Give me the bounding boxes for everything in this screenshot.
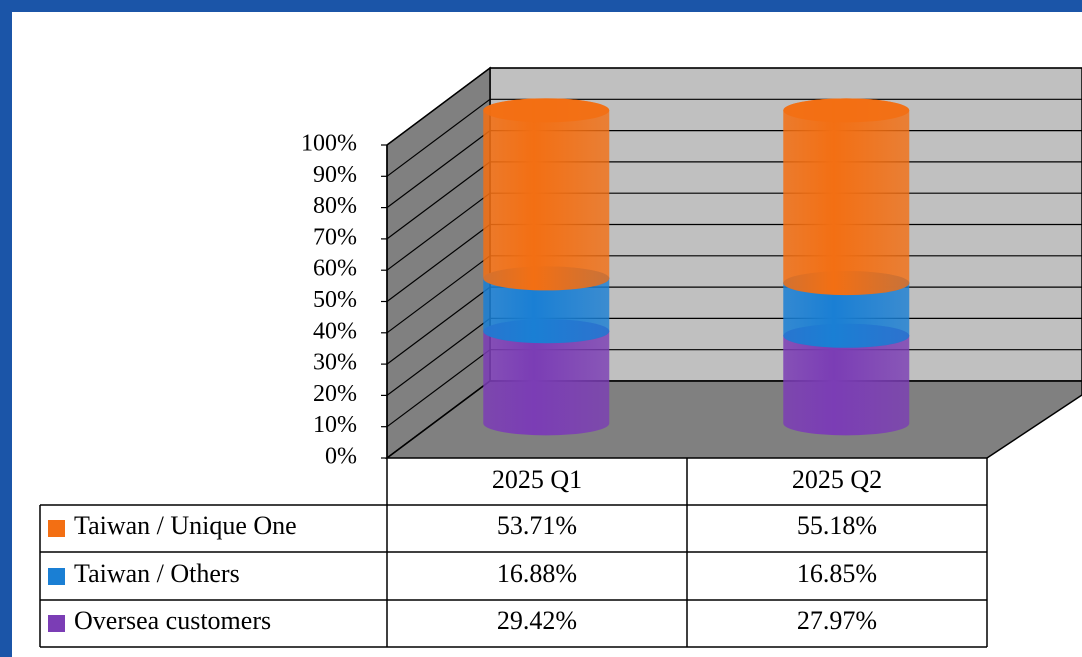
grid-line bbox=[386, 286, 491, 365]
y-tick-label: 70% bbox=[313, 224, 357, 250]
table-value: 16.85% bbox=[797, 559, 877, 588]
legend-swatch bbox=[48, 615, 65, 632]
table-value: 16.88% bbox=[497, 559, 577, 588]
grid-line bbox=[386, 130, 491, 209]
grid-line bbox=[386, 255, 491, 334]
x-tick-label: 2025 Q2 bbox=[792, 465, 882, 494]
data-table-grid bbox=[39, 458, 988, 648]
table-value: 29.42% bbox=[497, 606, 577, 635]
grid-line bbox=[386, 98, 491, 177]
y-tick-label: 100% bbox=[301, 131, 357, 157]
cylinder-segment bbox=[783, 323, 910, 436]
legend-swatch bbox=[48, 520, 65, 537]
grid-line bbox=[386, 161, 491, 240]
y-tick-label: 40% bbox=[313, 318, 357, 344]
y-tick-label: 80% bbox=[313, 193, 357, 219]
grid-line bbox=[386, 67, 491, 146]
y-tick-label: 0% bbox=[325, 444, 357, 470]
table-value: 27.97% bbox=[797, 606, 877, 635]
cylinder-segment bbox=[483, 98, 610, 291]
table-value: 55.18% bbox=[797, 511, 877, 540]
grid-line bbox=[386, 317, 491, 396]
cylinder-segment bbox=[483, 319, 610, 436]
legend-label: Taiwan / Unique One bbox=[74, 511, 297, 540]
y-tick-label: 60% bbox=[313, 256, 357, 282]
grid-line bbox=[386, 192, 491, 271]
y-tick-label: 10% bbox=[313, 412, 357, 438]
grid-line bbox=[386, 380, 491, 459]
cylinder-top bbox=[483, 98, 610, 123]
cylinder-top bbox=[783, 98, 910, 123]
cylinder-segment bbox=[783, 98, 910, 296]
legend-label: Taiwan / Others bbox=[74, 559, 240, 588]
table-value: 53.71% bbox=[497, 511, 577, 540]
x-tick-label: 2025 Q1 bbox=[492, 465, 582, 494]
legend-swatch bbox=[48, 568, 65, 585]
legend-label: Oversea customers bbox=[74, 606, 271, 635]
y-tick-label: 20% bbox=[313, 381, 357, 407]
grid-line bbox=[386, 349, 491, 428]
y-tick-label: 50% bbox=[313, 287, 357, 313]
y-tick-label: 90% bbox=[313, 162, 357, 188]
grid-line bbox=[386, 224, 491, 302]
y-tick-label: 30% bbox=[313, 350, 357, 376]
